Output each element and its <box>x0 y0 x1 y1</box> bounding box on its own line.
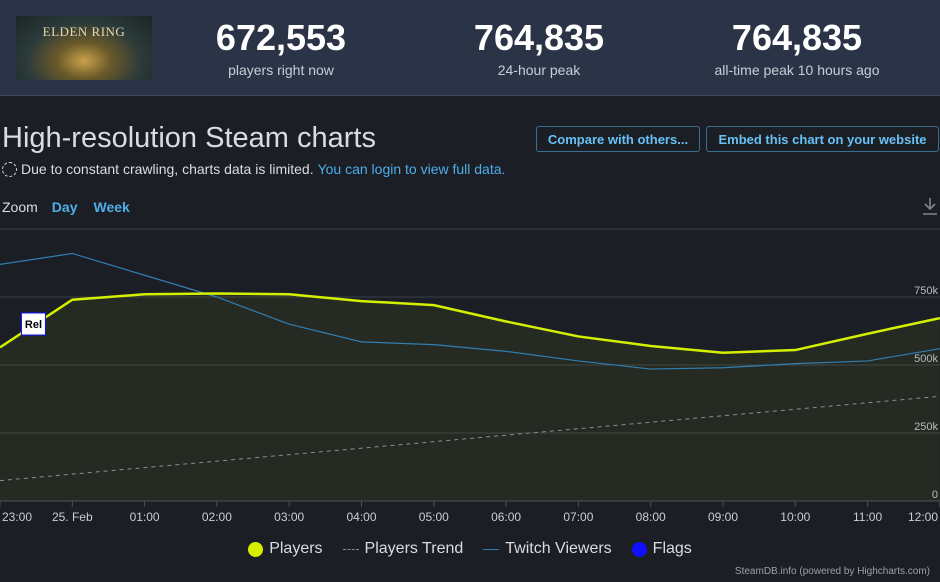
stats-header: ELDEN RING 672,553 players right now 764… <box>0 0 940 96</box>
embed-chart-button[interactable]: Embed this chart on your website <box>706 126 939 152</box>
x-tick-label: 04:00 <box>346 510 376 524</box>
stat-label: all-time peak 10 hours ago <box>714 62 880 78</box>
x-tick-label: 10:00 <box>780 510 810 524</box>
data-limit-notice: Due to constant crawling, charts data is… <box>2 161 505 177</box>
legend-item-twitch-viewers[interactable]: Twitch Viewers <box>483 540 612 558</box>
x-tick-label: 23:00 <box>2 510 32 524</box>
x-tick-label: 03:00 <box>274 510 304 524</box>
legend-item-players-trend[interactable]: Players Trend <box>342 540 464 558</box>
x-tick-label: 07:00 <box>563 510 593 524</box>
stat-label: players right now <box>228 62 334 78</box>
x-tick-label: 25. Feb <box>52 510 93 524</box>
x-tick-label: 02:00 <box>202 510 232 524</box>
legend-label: Twitch Viewers <box>505 540 612 557</box>
x-tick-label: 01:00 <box>130 510 160 524</box>
y-tick-label: 500k <box>914 353 938 365</box>
legend-item-players[interactable]: Players <box>248 540 323 558</box>
stat-24h-peak: 764,835 24-hour peak <box>419 17 659 79</box>
page-title: High-resolution Steam charts <box>2 122 376 154</box>
zoom-label: Zoom <box>2 199 38 215</box>
legend-label: Flags <box>652 540 692 557</box>
stat-all-time-peak: 764,835 all-time peak 10 hours ago <box>677 17 917 79</box>
flag-box <box>20 312 46 336</box>
legend-label: Players Trend <box>364 540 464 557</box>
x-tick-label: 06:00 <box>491 510 521 524</box>
x-tick-label: 08:00 <box>636 510 666 524</box>
game-logo[interactable]: ELDEN RING <box>16 16 152 80</box>
y-tick-label: 0 <box>932 489 938 501</box>
legend-dot-icon <box>631 541 647 557</box>
login-link[interactable]: You can login to view full data. <box>317 161 506 177</box>
compare-button[interactable]: Compare with others... <box>536 126 700 152</box>
players-area <box>0 293 940 501</box>
x-tick-label: 05:00 <box>419 510 449 524</box>
x-tick-label: 12:00 <box>908 510 938 524</box>
download-icon[interactable] <box>921 196 939 216</box>
x-tick-label: 11:00 <box>853 510 882 524</box>
loading-spinner-icon <box>2 161 17 177</box>
players-trend-line <box>0 395 940 482</box>
stat-label: 24-hour peak <box>497 62 581 78</box>
y-tick-label: 750k <box>914 285 938 297</box>
zoom-week-button[interactable]: Week <box>93 199 130 215</box>
legend-dot-icon <box>248 541 264 557</box>
y-tick-label: 250k <box>914 421 938 433</box>
game-logo-text: ELDEN RING <box>42 24 126 39</box>
chart-credits[interactable]: SteamDB.info (powered by Highcharts.com) <box>734 566 930 577</box>
zoom-day-button[interactable]: Day <box>51 199 78 215</box>
chart-legend: Players Players Trend Twitch Viewers Fla… <box>0 540 940 558</box>
twitch-viewers-line <box>0 252 940 370</box>
legend-dashed-line-icon <box>342 548 359 550</box>
legend-item-flags[interactable]: Flags <box>631 540 692 558</box>
stat-value: 672,553 <box>215 17 347 58</box>
player-count-chart: Rel 0 250k 500k 750k 23:00 25. Feb 01:00 02:00 0… <box>0 228 940 524</box>
players-line <box>0 292 940 355</box>
x-tick-label: 09:00 <box>708 510 738 524</box>
notice-text: Due to constant crawling, charts data is… <box>21 161 314 177</box>
zoom-controls: Zoom Day Week <box>2 199 146 215</box>
flag-marker: Rel <box>20 312 46 336</box>
legend-label: Players <box>269 540 323 557</box>
stat-value: 764,835 <box>473 17 605 58</box>
stat-current-players: 672,553 players right now <box>161 17 401 79</box>
flag-label: Rel <box>25 319 42 331</box>
stat-value: 764,835 <box>731 17 863 58</box>
legend-line-icon <box>483 548 500 550</box>
